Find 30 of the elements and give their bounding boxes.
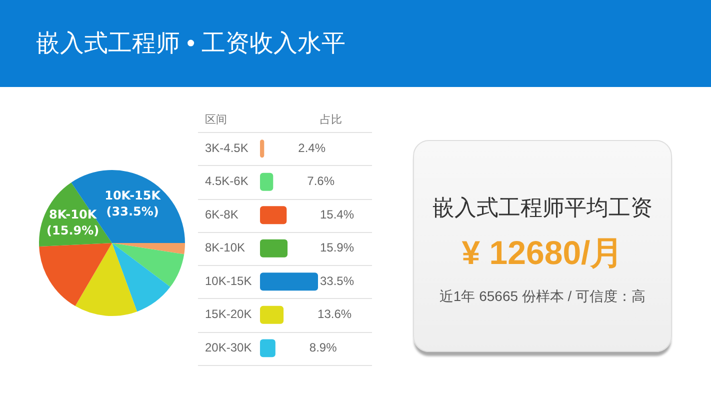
data-label: (33.5%): [106, 204, 159, 218]
y-tick-label: 4.5K-6K: [205, 174, 248, 188]
y-tick-label: 3K-4.5K: [205, 140, 248, 155]
bar: [260, 239, 288, 258]
data-label: 2.4%: [298, 140, 326, 155]
data-label: 15.4%: [320, 207, 354, 222]
data-label: 13.6%: [318, 307, 352, 322]
y-tick-label: 6K-8K: [205, 207, 238, 222]
x-axis-title: 占比: [320, 113, 342, 126]
text: 近1年 65665 份样本 / 可信度：高: [438, 287, 647, 306]
bar: [260, 172, 274, 191]
text: ¥ 12680/月: [460, 233, 624, 273]
y-tick-label: 20K-30K: [205, 340, 252, 354]
bar: [260, 339, 276, 358]
bar: [260, 306, 284, 324]
y-axis-title: 区间: [205, 114, 227, 126]
bar: [260, 206, 287, 224]
data-label: (15.9%): [46, 223, 100, 238]
text: 嵌入式工程师平均工资: [432, 194, 654, 222]
y-tick-label: 10K-15K: [205, 274, 252, 288]
y-tick-label: 15K-20K: [205, 307, 252, 322]
data-label: 15.9%: [320, 240, 354, 255]
bar: [260, 272, 318, 291]
bar: [260, 140, 264, 158]
data-label: 33.5%: [320, 274, 354, 288]
y-tick-label: 8K-10K: [205, 240, 246, 255]
slice-label: 10K-15K: [104, 188, 162, 202]
data-label: 7.6%: [307, 174, 335, 188]
data-label: 8.9%: [309, 340, 338, 354]
chart-title: 嵌入式工程师 • 工资收入水平: [36, 29, 346, 59]
